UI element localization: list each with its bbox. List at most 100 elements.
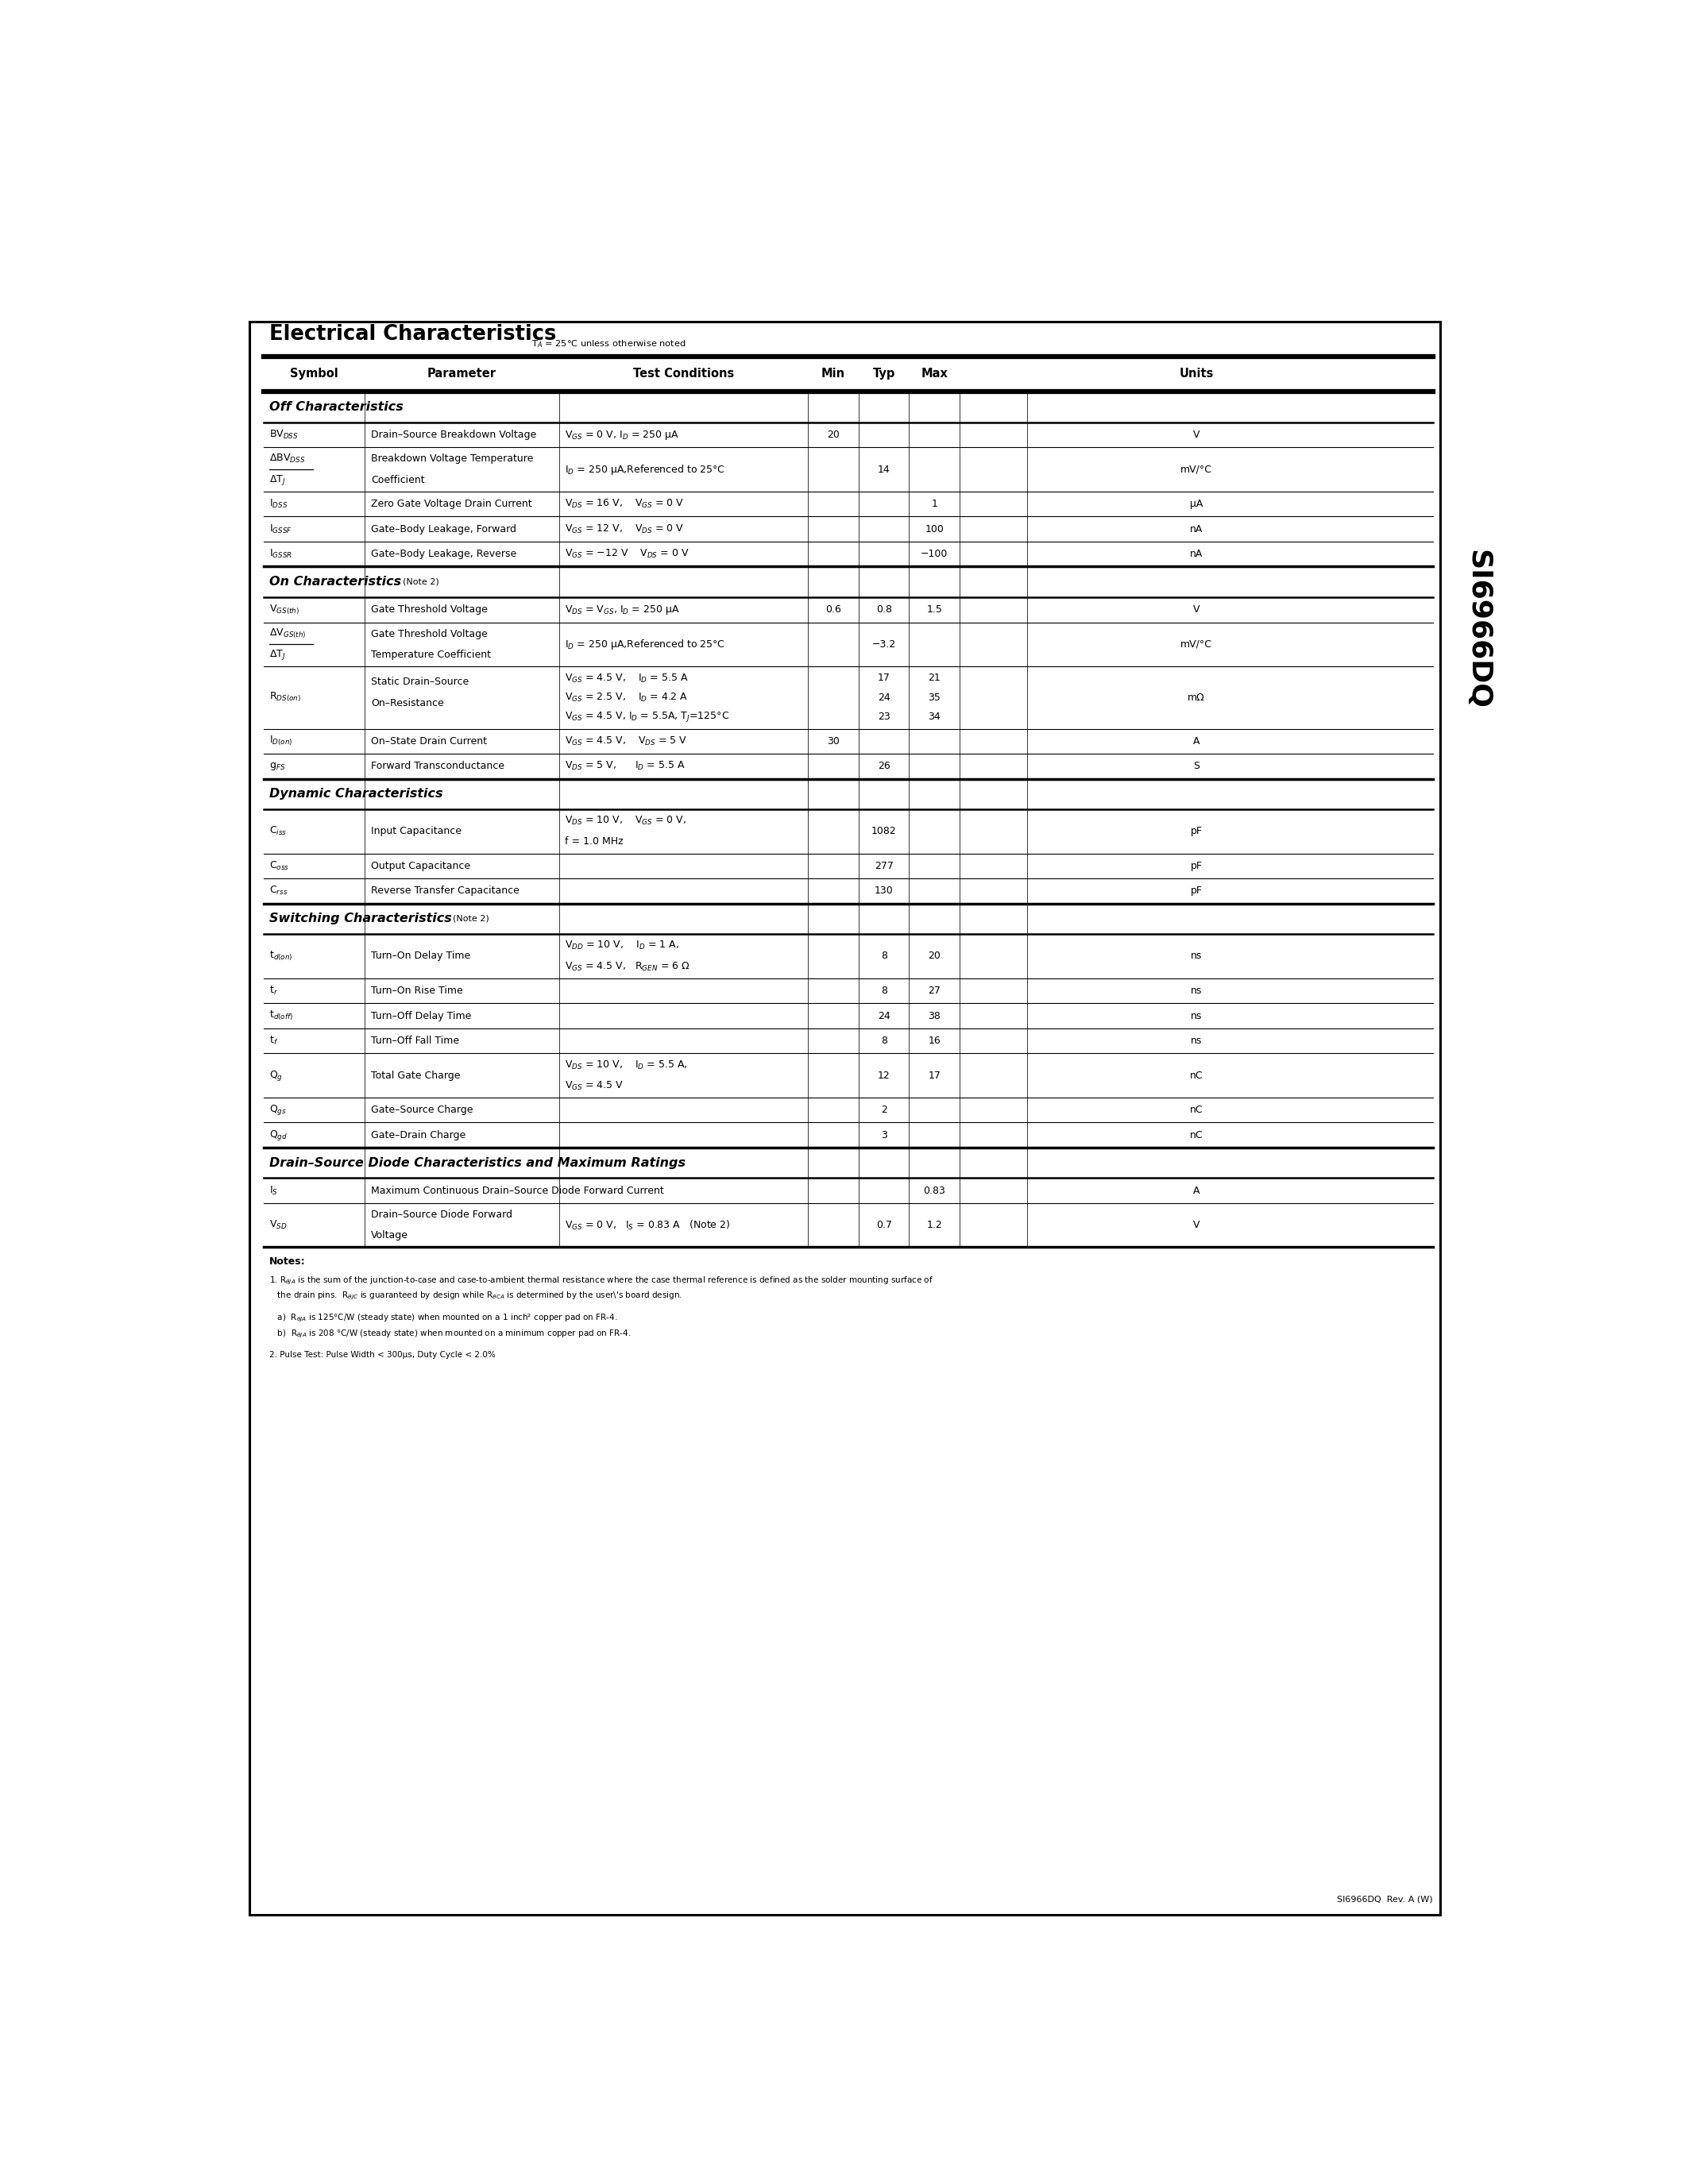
Text: Maximum Continuous Drain–Source Diode Forward Current: Maximum Continuous Drain–Source Diode Fo…: [371, 1186, 663, 1197]
Text: f = 1.0 MHz: f = 1.0 MHz: [565, 836, 623, 847]
Text: V$_{DS}$ = 10 V,    V$_{GS}$ = 0 V,: V$_{DS}$ = 10 V, V$_{GS}$ = 0 V,: [565, 815, 687, 828]
Text: Gate Threshold Voltage: Gate Threshold Voltage: [371, 629, 488, 640]
Text: 26: 26: [878, 760, 890, 771]
Text: Q$_{gs}$: Q$_{gs}$: [270, 1103, 287, 1116]
Text: V$_{GS}$ = 4.5 V,    I$_D$ = 5.5 A: V$_{GS}$ = 4.5 V, I$_D$ = 5.5 A: [565, 673, 689, 684]
Text: V$_{DS}$ = 5 V,      I$_D$ = 5.5 A: V$_{DS}$ = 5 V, I$_D$ = 5.5 A: [565, 760, 685, 773]
Text: 8: 8: [881, 950, 888, 961]
Text: nC: nC: [1190, 1129, 1204, 1140]
Text: V$_{GS}$ = −12 V    V$_{DS}$ = 0 V: V$_{GS}$ = −12 V V$_{DS}$ = 0 V: [565, 548, 689, 559]
Text: (Note 2): (Note 2): [452, 915, 490, 924]
Text: 34: 34: [928, 712, 940, 723]
Text: ns: ns: [1190, 985, 1202, 996]
Text: pF: pF: [1190, 860, 1202, 871]
Text: μA: μA: [1190, 498, 1204, 509]
Text: C$_{iss}$: C$_{iss}$: [270, 826, 287, 836]
Text: nC: nC: [1190, 1070, 1204, 1081]
Text: −100: −100: [920, 548, 949, 559]
Text: 16: 16: [928, 1035, 940, 1046]
Text: 24: 24: [878, 1011, 890, 1020]
Text: nC: nC: [1190, 1105, 1204, 1116]
Text: S: S: [1193, 760, 1200, 771]
Text: I$_D$ = 250 μA,Referenced to 25°C: I$_D$ = 250 μA,Referenced to 25°C: [565, 463, 726, 476]
Text: 1082: 1082: [871, 826, 896, 836]
Text: Max: Max: [922, 369, 949, 380]
Text: V$_{GS}$ = 0 V, I$_D$ = 250 μA: V$_{GS}$ = 0 V, I$_D$ = 250 μA: [565, 428, 679, 441]
Text: 1.5: 1.5: [927, 605, 942, 616]
Text: ΔT$_J$: ΔT$_J$: [270, 474, 285, 487]
Text: nA: nA: [1190, 524, 1204, 535]
Text: pF: pF: [1190, 887, 1202, 895]
Text: 8: 8: [881, 985, 888, 996]
Text: mΩ: mΩ: [1188, 692, 1205, 703]
Text: V$_{GS}$ = 0 V,   I$_S$ = 0.83 A   (Note 2): V$_{GS}$ = 0 V, I$_S$ = 0.83 A (Note 2): [565, 1219, 731, 1232]
Text: Symbol: Symbol: [290, 369, 338, 380]
Text: I$_{GSSR}$: I$_{GSSR}$: [270, 548, 292, 559]
Text: Gate–Body Leakage, Forward: Gate–Body Leakage, Forward: [371, 524, 517, 535]
Text: On Characteristics: On Characteristics: [270, 577, 402, 587]
Text: ns: ns: [1190, 1035, 1202, 1046]
Text: Test Conditions: Test Conditions: [633, 369, 734, 380]
Text: 2. Pulse Test: Pulse Width < 300μs, Duty Cycle < 2.0%: 2. Pulse Test: Pulse Width < 300μs, Duty…: [270, 1350, 496, 1358]
Text: nA: nA: [1190, 548, 1204, 559]
Text: I$_{DSS}$: I$_{DSS}$: [270, 498, 289, 509]
Text: Min: Min: [822, 369, 846, 380]
Text: I$_S$: I$_S$: [270, 1184, 279, 1197]
Text: 17: 17: [878, 673, 890, 684]
Text: A: A: [1193, 1186, 1200, 1197]
Text: V$_{DD}$ = 10 V,    I$_D$ = 1 A,: V$_{DD}$ = 10 V, I$_D$ = 1 A,: [565, 939, 679, 952]
Text: Gate–Body Leakage, Reverse: Gate–Body Leakage, Reverse: [371, 548, 517, 559]
Text: 1: 1: [932, 498, 937, 509]
Text: Drain–Source Breakdown Voltage: Drain–Source Breakdown Voltage: [371, 430, 537, 439]
Text: 14: 14: [878, 465, 890, 474]
Text: On–Resistance: On–Resistance: [371, 699, 444, 710]
Text: Q$_{gd}$: Q$_{gd}$: [270, 1129, 289, 1142]
Text: 1.2: 1.2: [927, 1221, 942, 1230]
Text: Breakdown Voltage Temperature: Breakdown Voltage Temperature: [371, 454, 533, 465]
Text: Zero Gate Voltage Drain Current: Zero Gate Voltage Drain Current: [371, 498, 532, 509]
Text: 1. R$_{\theta JA}$ is the sum of the junction-to-case and case-to-ambient therma: 1. R$_{\theta JA}$ is the sum of the jun…: [270, 1275, 933, 1286]
Text: 23: 23: [878, 712, 890, 723]
Text: Forward Transconductance: Forward Transconductance: [371, 760, 505, 771]
Text: 20: 20: [928, 950, 940, 961]
Text: Reverse Transfer Capacitance: Reverse Transfer Capacitance: [371, 887, 520, 895]
Text: Notes:: Notes:: [270, 1256, 306, 1267]
Text: SI6966DQ  Rev. A (W): SI6966DQ Rev. A (W): [1337, 1896, 1433, 1904]
Text: 38: 38: [928, 1011, 940, 1020]
Text: T$_A$ = 25°C unless otherwise noted: T$_A$ = 25°C unless otherwise noted: [532, 339, 685, 349]
Text: ΔBV$_{DSS}$: ΔBV$_{DSS}$: [270, 452, 306, 465]
Text: mV/°C: mV/°C: [1180, 640, 1212, 649]
Text: 100: 100: [925, 524, 944, 535]
Text: Total Gate Charge: Total Gate Charge: [371, 1070, 461, 1081]
Text: (Note 2): (Note 2): [403, 579, 439, 585]
Text: pF: pF: [1190, 826, 1202, 836]
Text: Units: Units: [1180, 369, 1214, 380]
Text: 130: 130: [874, 887, 893, 895]
Text: V: V: [1193, 605, 1200, 616]
Text: Turn–Off Fall Time: Turn–Off Fall Time: [371, 1035, 459, 1046]
Text: Turn–Off Delay Time: Turn–Off Delay Time: [371, 1011, 471, 1020]
Text: ns: ns: [1190, 1011, 1202, 1020]
Text: t$_f$: t$_f$: [270, 1035, 279, 1046]
Text: the drain pins.  R$_{\theta JC}$ is guaranteed by design while R$_{\theta CA}$ i: the drain pins. R$_{\theta JC}$ is guara…: [270, 1291, 682, 1302]
Text: Gate Threshold Voltage: Gate Threshold Voltage: [371, 605, 488, 616]
Text: V: V: [1193, 430, 1200, 439]
Text: C$_{oss}$: C$_{oss}$: [270, 860, 289, 871]
Text: Switching Characteristics: Switching Characteristics: [270, 913, 452, 924]
Text: ns: ns: [1190, 950, 1202, 961]
Text: ΔT$_J$: ΔT$_J$: [270, 649, 285, 662]
Text: A: A: [1193, 736, 1200, 747]
Text: a)  R$_{\theta JA}$ is 125°C/W (steady state) when mounted on a 1 inch² copper p: a) R$_{\theta JA}$ is 125°C/W (steady st…: [270, 1313, 618, 1324]
Text: Parameter: Parameter: [427, 369, 496, 380]
Text: Typ: Typ: [873, 369, 895, 380]
Text: g$_{FS}$: g$_{FS}$: [270, 760, 285, 771]
Text: V$_{GS}$ = 12 V,    V$_{DS}$ = 0 V: V$_{GS}$ = 12 V, V$_{DS}$ = 0 V: [565, 522, 684, 535]
Text: Dynamic Characteristics: Dynamic Characteristics: [270, 788, 442, 799]
Text: t$_r$: t$_r$: [270, 985, 279, 996]
Text: Coefficient: Coefficient: [371, 474, 425, 485]
Text: 0.7: 0.7: [876, 1221, 891, 1230]
Text: C$_{rss}$: C$_{rss}$: [270, 885, 289, 898]
Text: Voltage: Voltage: [371, 1230, 408, 1241]
Text: BV$_{DSS}$: BV$_{DSS}$: [270, 428, 299, 441]
Text: Drain–Source Diode Forward: Drain–Source Diode Forward: [371, 1210, 513, 1221]
